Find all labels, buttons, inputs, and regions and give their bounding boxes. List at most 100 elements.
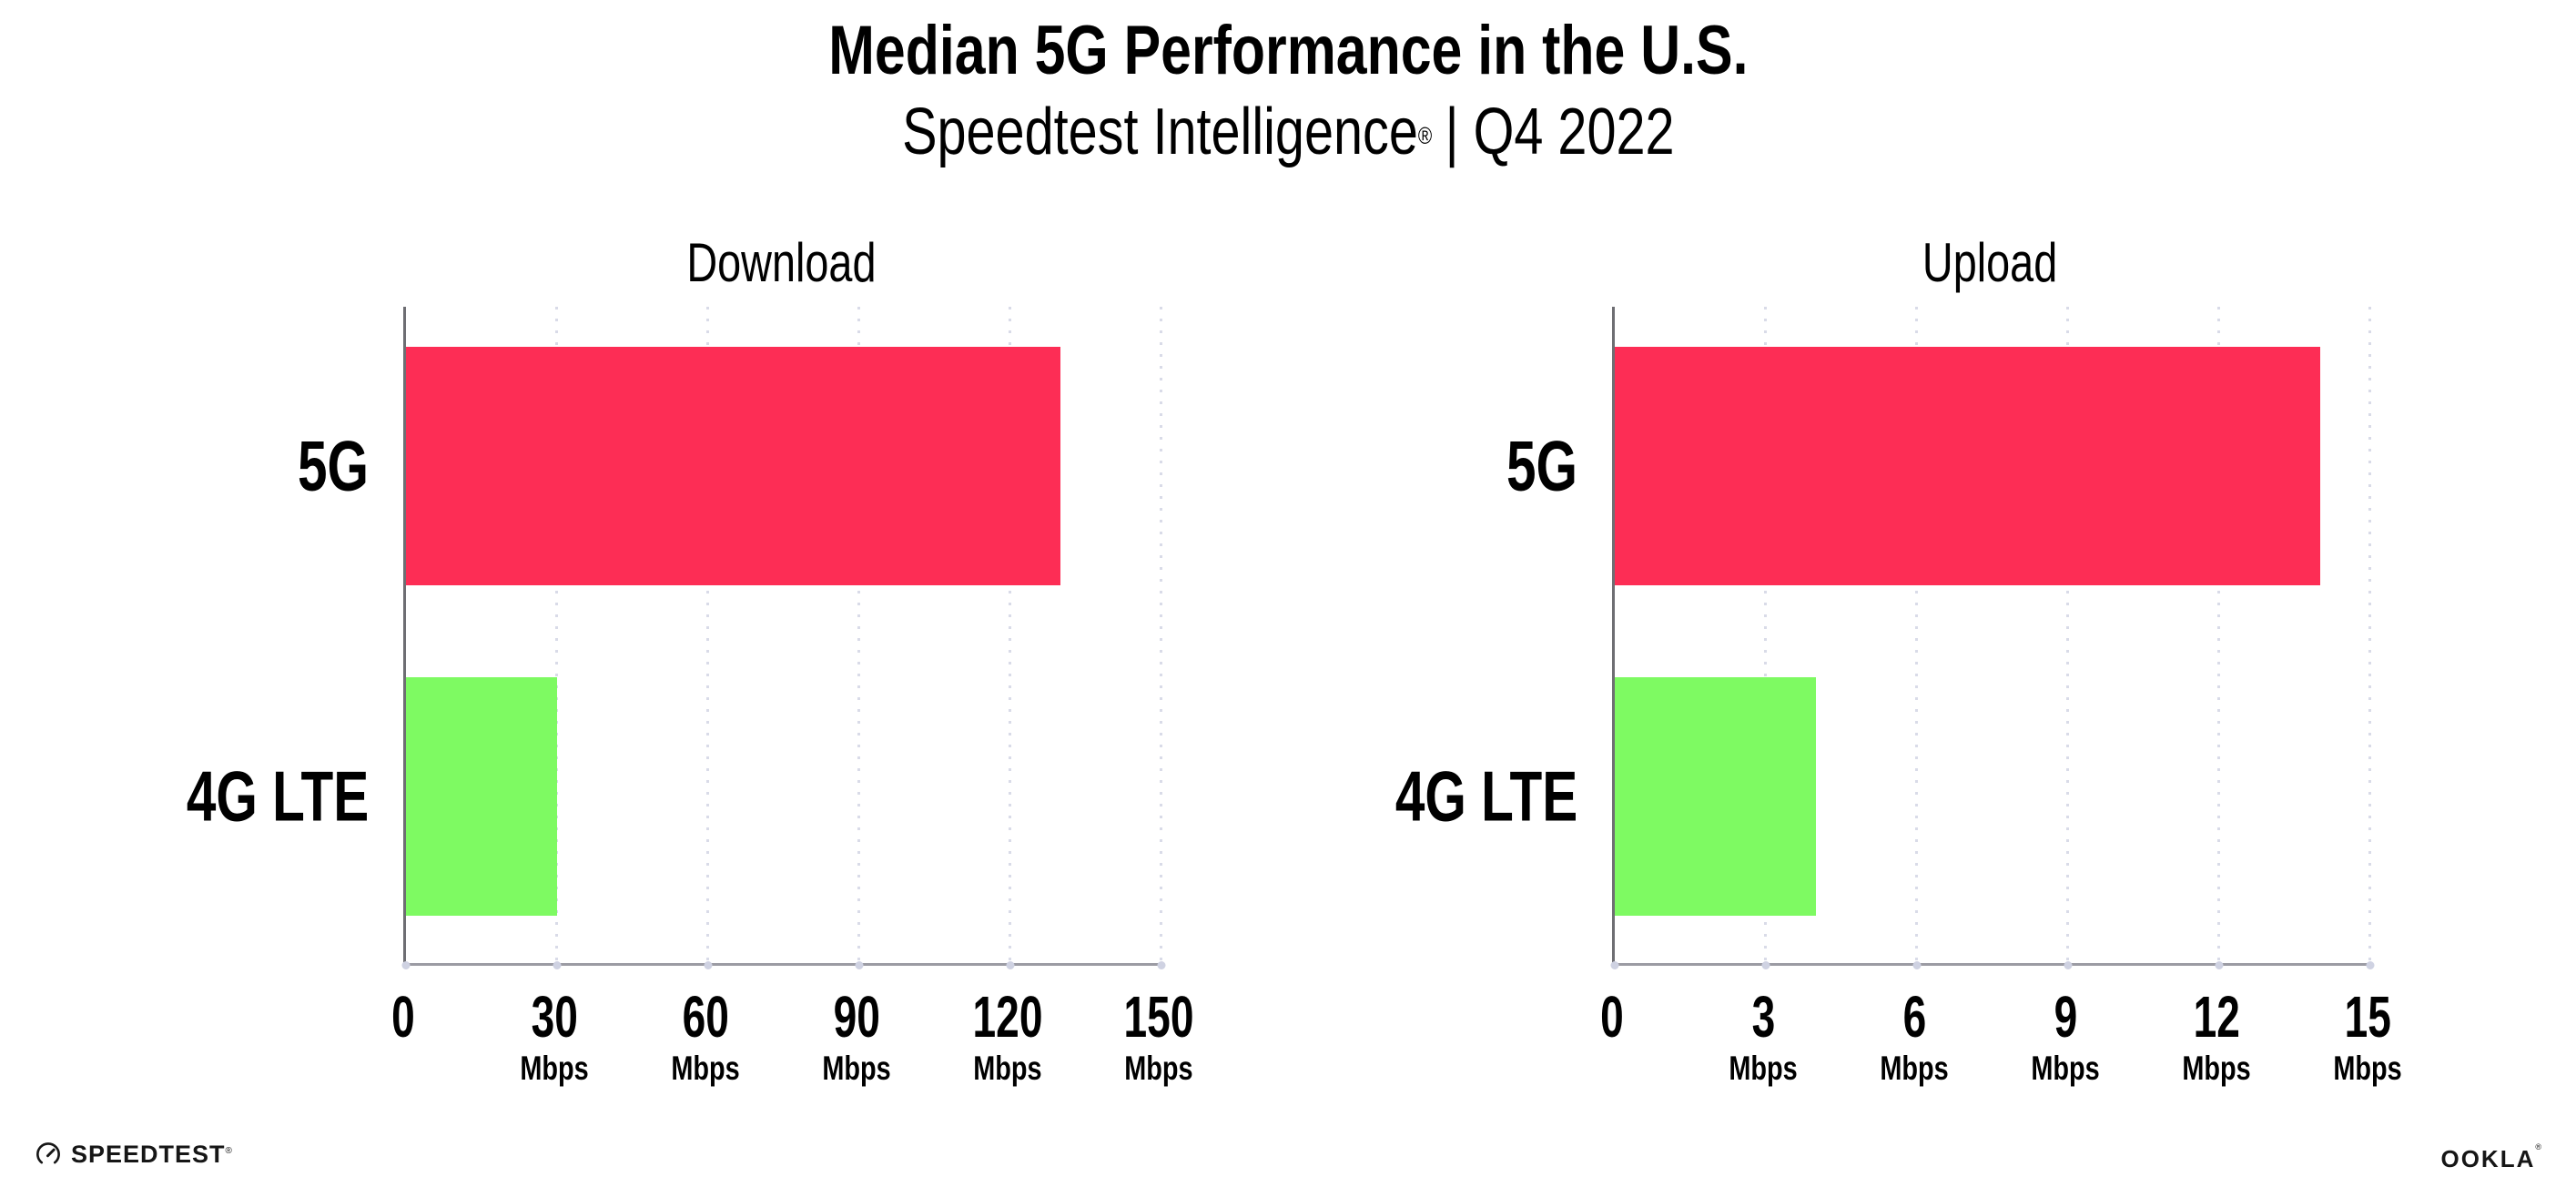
gauge-icon [36,1142,60,1164]
upload-chart: Upload 5G 4G LTE 0 3 Mbps 6 Mbps 9 Mbps 12 Mbps 15… [1336,228,2402,1147]
registered-mark-icon: ® [1417,122,1432,149]
x-tick-150: 150 Mbps [1111,987,1208,1087]
x-tick-unit-text: Mbps [973,1050,1042,1087]
ookla-registered-mark-icon: ® [2535,1142,2543,1151]
gridline-12 [2217,307,2220,963]
axis-tick-dot-9 [2064,961,2073,969]
x-tick-12: 12 Mbps [2173,987,2261,1087]
gridline-6 [1915,307,1918,963]
gridline-60 [706,307,709,963]
x-tick-6: 6 Mbps [1871,987,1959,1087]
x-tick-30: 30 Mbps [511,987,599,1087]
upload-chart-title-text: Upload [1922,232,2058,293]
download-category-axis: 5G 4G LTE [127,307,369,963]
x-tick-value: 0 [387,987,420,1047]
x-tick-unit-text: Mbps [1729,1050,1798,1087]
x-tick-value-text: 9 [2054,984,2077,1050]
x-tick-value: 12 [2173,987,2261,1047]
x-tick-value: 120 [959,987,1057,1047]
speedtest-wordmark: SPEEDTEST® [71,1140,233,1169]
x-tick-value: 150 [1111,987,1208,1047]
x-tick-unit: Mbps [1871,1050,1959,1087]
x-tick-value-text: 90 [833,984,880,1050]
x-tick-unit-text: Mbps [2031,1050,2100,1087]
x-tick-unit: Mbps [1719,1050,1808,1087]
x-tick-value: 6 [1871,987,1959,1047]
x-tick-value-text: 120 [972,984,1043,1050]
download-chart: Download 5G 4G LTE 0 30 Mbps 60 Mbps 90 Mbps 120… [127,228,1194,1147]
x-tick-unit-text: Mbps [520,1050,589,1087]
gridline-15 [2368,307,2371,963]
subtitle-brand: Speedtest Intelligence [901,96,1418,168]
x-tick-value-text: 12 [2193,984,2240,1050]
gridline-30 [555,307,558,963]
axis-tick-dot-150 [1157,961,1166,969]
x-tick-9: 9 Mbps [2022,987,2110,1087]
x-tick-unit: Mbps [511,1050,599,1087]
download-x-axis: 0 30 Mbps 60 Mbps 90 Mbps 120 Mbps 150 Mbps [391,963,1193,1145]
category-label-5g: 5G [274,425,369,508]
x-tick-unit: Mbps [813,1050,901,1087]
upload-category-axis: 5G 4G LTE [1336,307,1577,963]
category-label-text: 5G [1506,425,1577,506]
x-tick-value: 15 [2324,987,2412,1047]
x-tick-unit: Mbps [2324,1050,2412,1087]
download-plot-area [401,307,1166,969]
x-tick-60: 60 Mbps [662,987,750,1087]
bar-4g-lte [406,677,557,916]
x-tick-unit-text: Mbps [2182,1050,2251,1087]
x-tick-unit: Mbps [959,1050,1057,1087]
download-chart-title: Download [403,233,1159,293]
x-tick-value-text: 60 [682,984,729,1050]
x-tick-unit-text: Mbps [822,1050,891,1087]
x-tick-unit-text: Mbps [2333,1050,2402,1087]
axis-tick-dot-0 [1610,961,1619,969]
x-tick-unit: Mbps [662,1050,750,1087]
ookla-logo: OOKLA® [2440,1142,2543,1173]
x-tick-value-text: 30 [531,984,578,1050]
bar-5g [1615,347,2320,585]
upload-plot-area [1610,307,2375,969]
speedtest-wordmark-text: SPEEDTEST [71,1141,226,1168]
axis-tick-dot-90 [855,961,864,969]
category-label-4g-lte: 4G LTE [126,756,369,838]
category-label-text: 4G LTE [186,756,369,837]
x-tick-3: 3 Mbps [1719,987,1808,1087]
speedtest-registered-mark-icon: ® [225,1146,233,1156]
category-label-text: 4G LTE [1394,756,1577,837]
axis-tick-dot-15 [2366,961,2375,969]
x-tick-value: 0 [1596,987,1628,1047]
x-tick-value-text: 6 [1902,984,1926,1050]
x-tick-unit-text: Mbps [671,1050,740,1087]
category-label-5g: 5G [1483,425,1577,508]
axis-tick-dot-12 [2215,961,2224,969]
gridline-3 [1764,307,1767,963]
page-title-text: Median 5G Performance in the U.S. [827,12,1749,89]
gridline-90 [857,307,860,963]
x-tick-value-text: 3 [1751,984,1775,1050]
x-tick-unit: Mbps [2022,1050,2110,1087]
axis-tick-dot-3 [1761,961,1770,969]
gridline-120 [1009,307,1011,963]
x-tick-value: 90 [813,987,901,1047]
page-title: Median 5G Performance in the U.S. [0,11,2576,91]
x-tick-unit: Mbps [2173,1050,2261,1087]
category-label-4g-lte: 4G LTE [1334,756,1577,838]
axis-tick-dot-120 [1006,961,1015,969]
x-tick-120: 120 Mbps [959,987,1057,1087]
axis-tick-dot-30 [553,961,562,969]
x-tick-unit-text: Mbps [1124,1050,1193,1087]
gridline-150 [1160,307,1162,963]
gridline-9 [2066,307,2069,963]
x-tick-value: 3 [1719,987,1808,1047]
category-label-text: 5G [297,425,369,506]
axis-tick-dot-0 [401,961,411,969]
x-tick-value-text: 0 [1600,984,1624,1050]
x-tick-value-text: 150 [1123,984,1194,1050]
ookla-wordmark-text: OOKLA [2440,1145,2536,1172]
bar-5g [406,347,1061,585]
x-tick-0: 0 [1596,987,1628,1047]
x-tick-15: 15 Mbps [2324,987,2412,1087]
x-tick-unit: Mbps [1111,1050,1208,1087]
